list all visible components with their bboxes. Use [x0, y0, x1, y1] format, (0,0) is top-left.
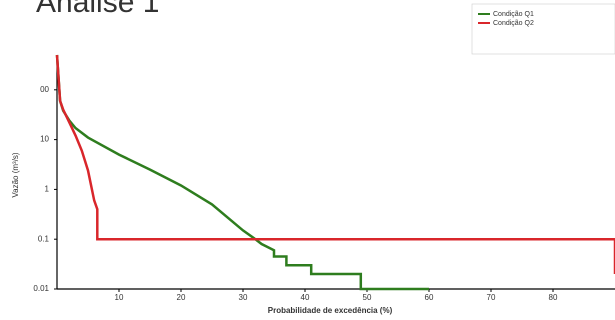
- x-tick-label: 20: [177, 293, 186, 302]
- y-tick-label: 1: [45, 185, 50, 194]
- y-tick-label: 00: [40, 85, 49, 94]
- x-tick-label: 50: [363, 293, 372, 302]
- x-tick-label: 30: [239, 293, 248, 302]
- y-tick-label: 0.01: [33, 284, 49, 293]
- y-tick-label: 0.1: [38, 234, 50, 243]
- x-axis-label: Probabilidade de excedência (%): [268, 306, 393, 315]
- legend-label: Condição Q2: [493, 20, 534, 27]
- x-tick-label: 10: [115, 293, 124, 302]
- legend-label: Condição Q1: [493, 11, 534, 18]
- x-tick-label: 40: [301, 293, 310, 302]
- x-tick-label: 80: [549, 293, 558, 302]
- chart-title: Análise 1: [36, 0, 159, 19]
- series-line: [55, 54, 429, 291]
- y-axis-label: Vazão (m³/s): [11, 152, 20, 198]
- legend-box: [471, 3, 615, 55]
- series-line: [55, 54, 615, 275]
- x-tick-label: 70: [487, 293, 496, 302]
- y-tick-label: 10: [40, 135, 49, 144]
- x-tick-label: 60: [425, 293, 434, 302]
